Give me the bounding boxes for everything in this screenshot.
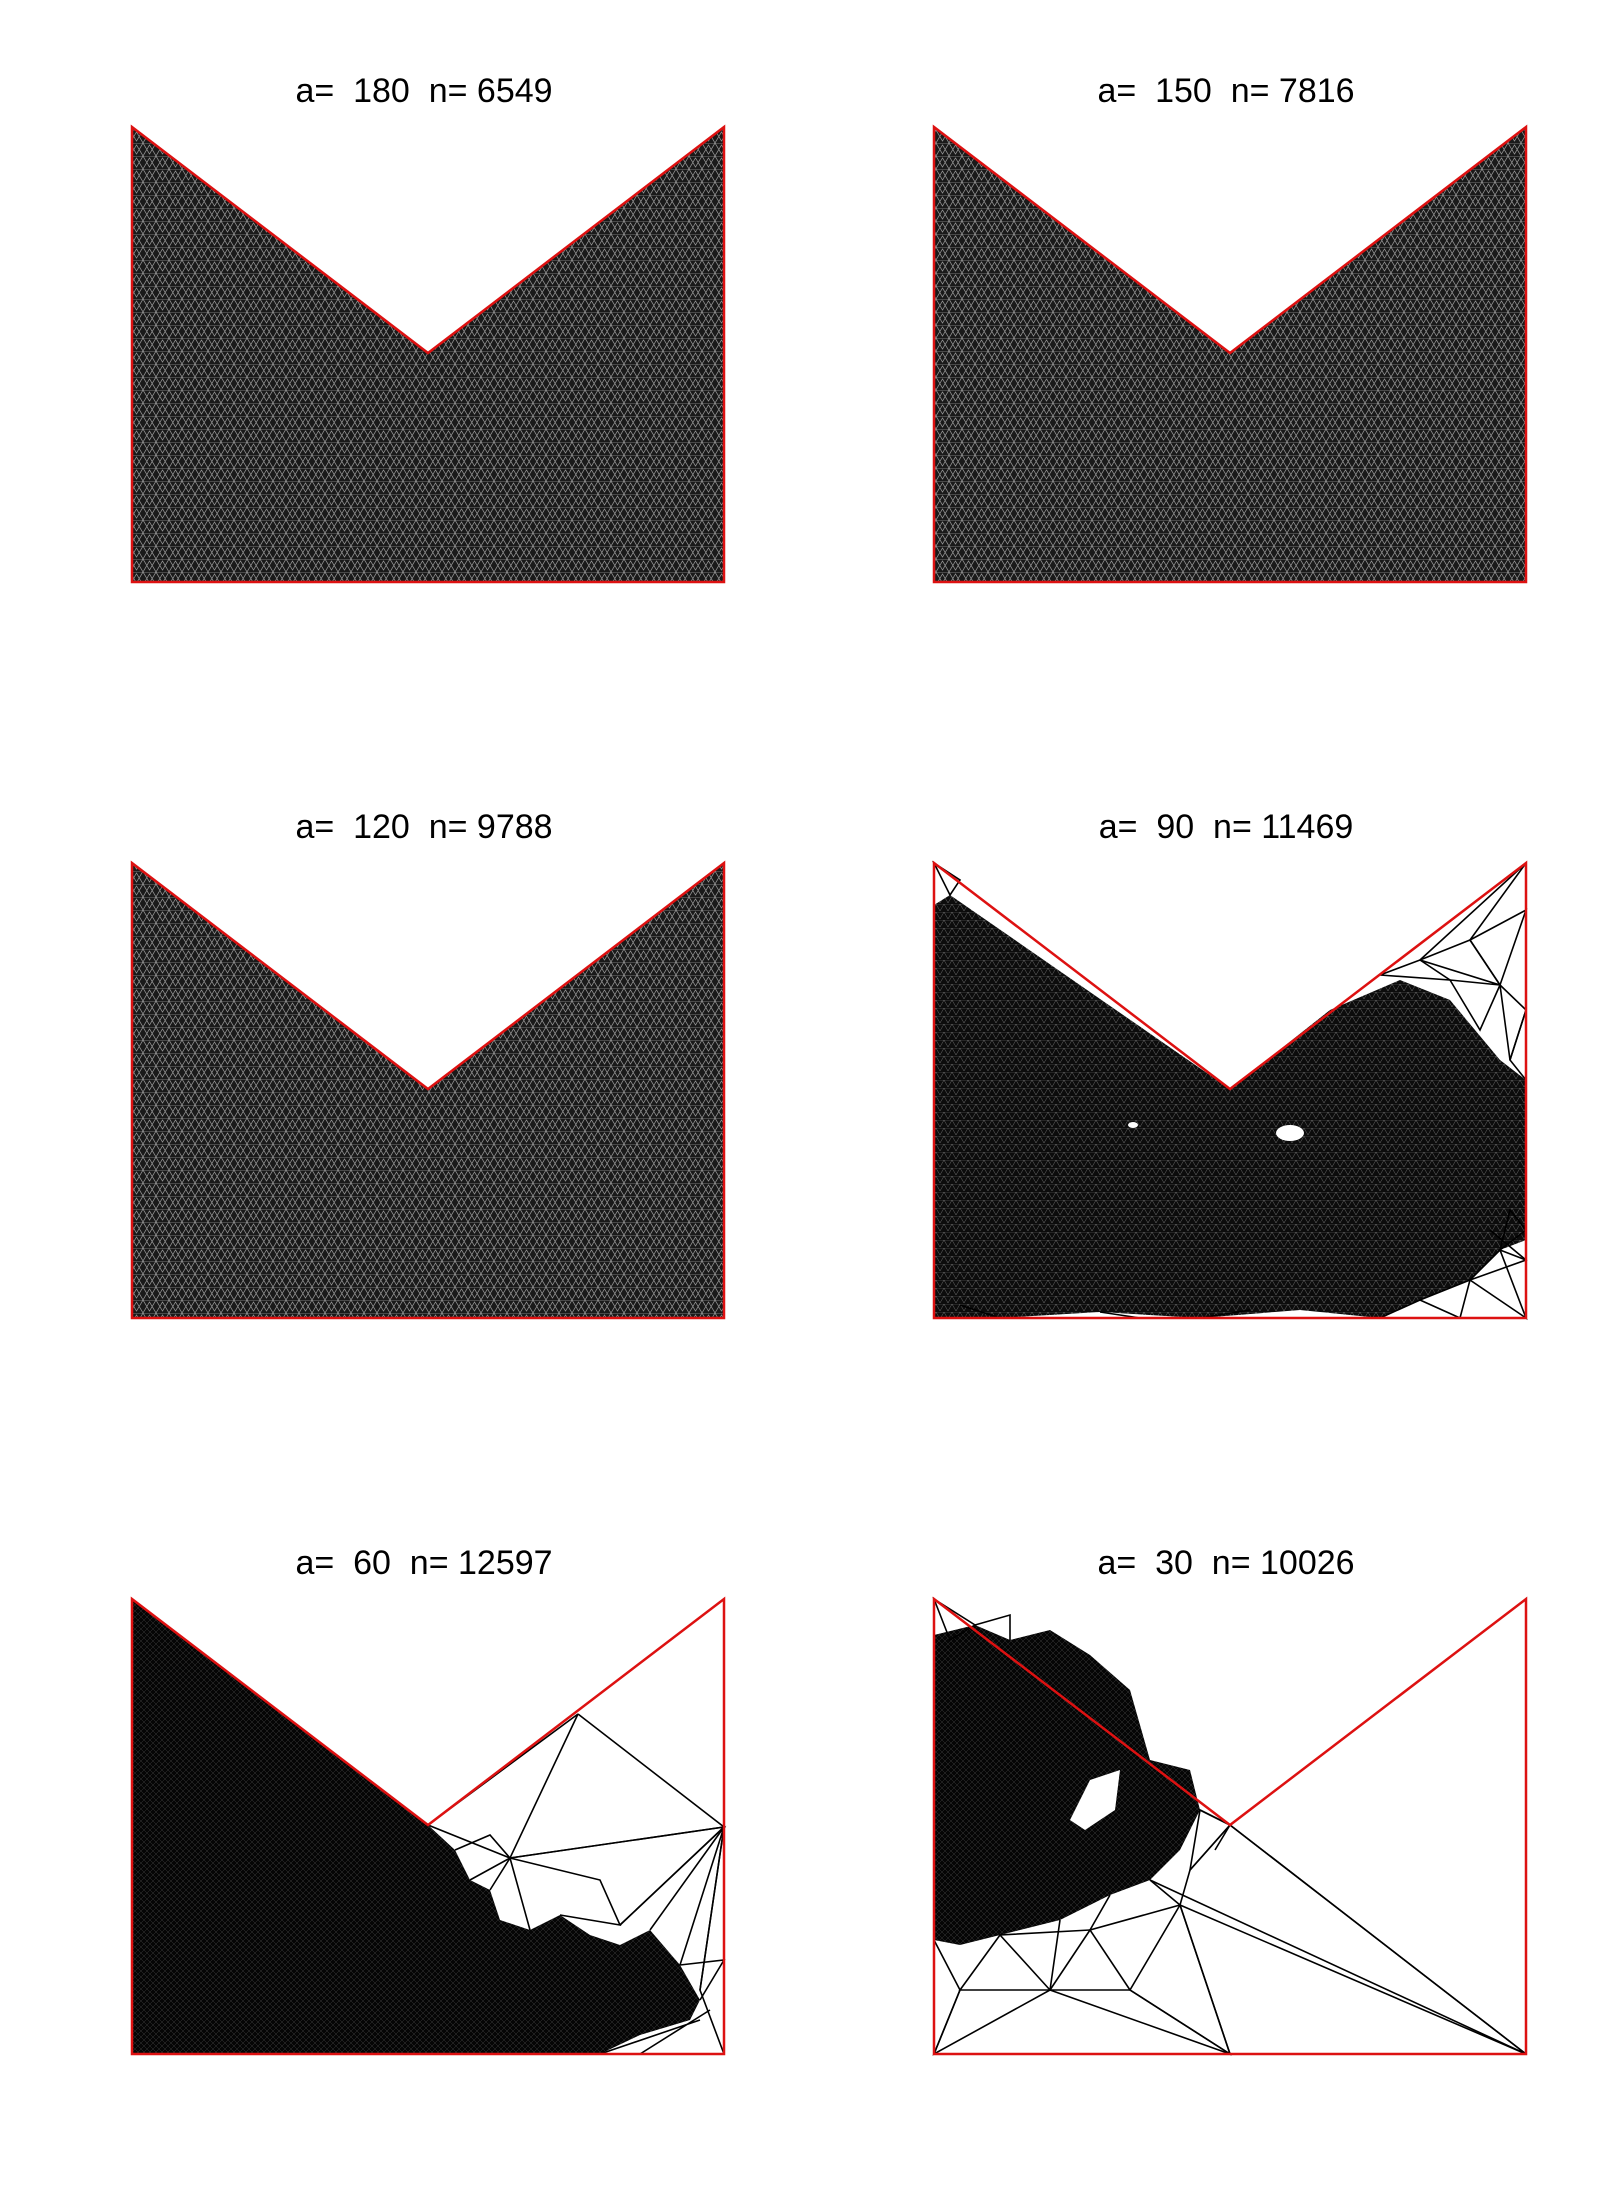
panel-1: a= 180 n= 6549	[130, 72, 726, 584]
panel-title: a= 60 n= 12597	[295, 1544, 552, 1582]
domain-boundary	[130, 860, 726, 1320]
panel-2: a= 150 n= 7816	[932, 72, 1528, 584]
panel-6: a= 30 n= 10026	[932, 1544, 1528, 2056]
domain-boundary	[130, 1596, 726, 2056]
mesh-hole	[1276, 1125, 1304, 1141]
mesh-region	[132, 1599, 700, 2054]
panel-4: a= 90 n= 11469	[931, 808, 1528, 1321]
domain-boundary	[130, 124, 726, 584]
domain-boundary	[932, 1596, 1528, 2056]
panel-title: a= 150 n= 7816	[1097, 72, 1354, 110]
panel-3: a= 120 n= 9788	[130, 808, 726, 1320]
domain-boundary	[932, 860, 1528, 1320]
panel-title: a= 90 n= 11469	[1099, 808, 1354, 846]
panel-title: a= 180 n= 6549	[295, 72, 552, 110]
mesh-region	[934, 1625, 1200, 1945]
mesh-region	[934, 895, 1526, 1318]
mesh-hole	[1070, 1770, 1120, 1830]
domain-boundary	[932, 124, 1528, 584]
panel-title: a= 30 n= 10026	[1097, 1544, 1354, 1582]
panel-5: a= 60 n= 12597	[130, 1544, 727, 2056]
mesh-hole	[1128, 1122, 1138, 1128]
panel-title: a= 120 n= 9788	[295, 808, 552, 846]
